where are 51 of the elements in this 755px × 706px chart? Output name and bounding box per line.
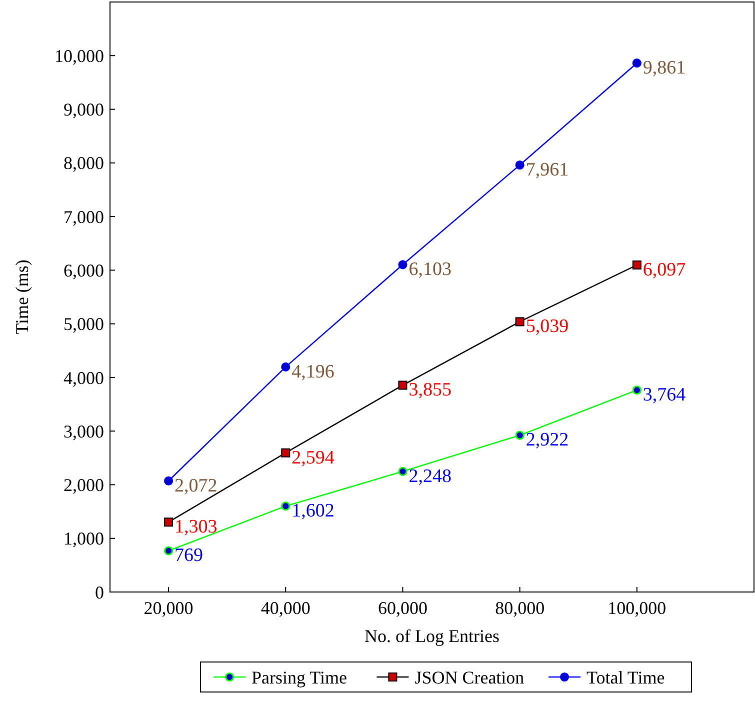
data-label: 1,303 xyxy=(174,516,218,538)
point xyxy=(632,386,642,395)
x-tick-label: 100,000 xyxy=(608,598,666,618)
y-tick-label: 2,000 xyxy=(64,475,104,496)
data-label: 2,594 xyxy=(292,447,335,468)
point xyxy=(632,58,642,68)
data-label: 2,922 xyxy=(526,430,569,451)
data-label: 7,961 xyxy=(526,159,569,180)
legend-label: Parsing Time xyxy=(252,667,348,688)
y-axis-title: Time (ms) xyxy=(12,260,32,334)
y-tick-label: 8,000 xyxy=(64,153,104,174)
data-label: 1,602 xyxy=(292,500,334,522)
x-tick-label: 80,000 xyxy=(495,598,545,618)
y-tick-label: 7,000 xyxy=(64,206,104,227)
data-label: 6,103 xyxy=(408,259,452,280)
y-tick-label: 0 xyxy=(95,582,104,602)
point xyxy=(281,502,290,511)
point xyxy=(164,518,174,527)
point xyxy=(515,430,524,440)
data-label: 2,072 xyxy=(174,475,218,496)
data-label: 3,855 xyxy=(408,380,452,401)
legend-label: JSON Creation xyxy=(414,667,524,688)
data-label: 769 xyxy=(174,545,204,566)
legend-label: Total Time xyxy=(586,667,665,688)
point xyxy=(164,476,174,486)
y-tick-label: 6,000 xyxy=(64,260,104,280)
y-tick-label: 10,000 xyxy=(54,46,104,66)
data-label: 3,764 xyxy=(642,384,686,406)
y-tick-label: 9,000 xyxy=(64,100,104,120)
point xyxy=(398,466,408,476)
x-axis-title: No. of Log Entries xyxy=(364,626,500,646)
point xyxy=(281,448,290,458)
data-label: 5,039 xyxy=(526,316,569,338)
y-tick-label: 1,000 xyxy=(64,528,104,549)
point xyxy=(632,260,642,270)
data-label: 9,861 xyxy=(642,58,686,79)
point xyxy=(398,380,408,390)
data-label: 2,248 xyxy=(408,466,452,487)
point xyxy=(398,260,408,270)
point xyxy=(281,362,290,372)
point xyxy=(164,546,174,556)
point xyxy=(515,160,524,170)
data-label: 6,097 xyxy=(642,259,686,280)
x-tick-label: 60,000 xyxy=(378,598,428,618)
x-tick-label: 20,000 xyxy=(144,598,194,618)
x-tick-label: 40,000 xyxy=(260,598,310,618)
data-label: 4,196 xyxy=(292,361,334,382)
y-tick-label: 3,000 xyxy=(64,421,104,442)
point xyxy=(515,317,524,326)
y-tick-label: 5,000 xyxy=(64,314,104,334)
y-tick-label: 4,000 xyxy=(64,368,104,388)
